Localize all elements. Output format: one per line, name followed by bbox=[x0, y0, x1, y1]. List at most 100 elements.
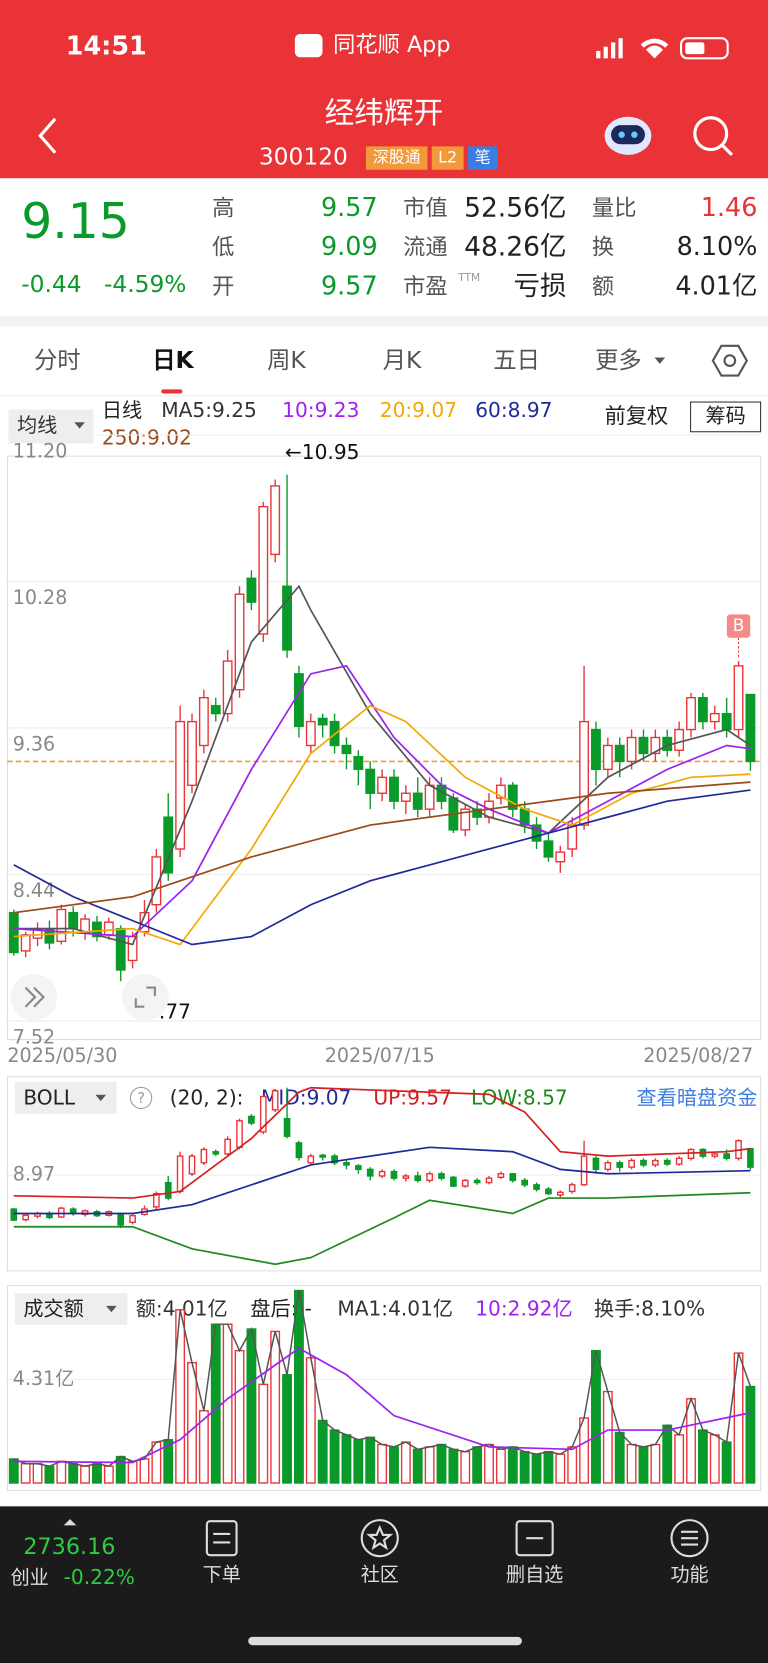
time: 14:51 bbox=[66, 32, 147, 62]
volume-button[interactable] bbox=[14, 1293, 128, 1325]
tag: 深股通 bbox=[373, 148, 421, 167]
candle-body bbox=[259, 1095, 267, 1133]
candle-body bbox=[151, 856, 162, 906]
x-tick-label: 2025/05/30 bbox=[7, 1044, 117, 1067]
candle-body bbox=[305, 720, 316, 747]
dropdown-arrow bbox=[74, 422, 85, 429]
candle-body bbox=[295, 1142, 303, 1159]
up-arrow bbox=[63, 1519, 77, 1526]
y-tick-label: 10.28 bbox=[13, 586, 68, 609]
candle-body bbox=[460, 808, 471, 831]
marker-label: B bbox=[733, 616, 745, 636]
ma-line bbox=[13, 584, 751, 946]
ttm: TTM bbox=[457, 272, 480, 284]
volume-bar bbox=[282, 1374, 292, 1484]
price: 9.15 bbox=[21, 193, 130, 250]
ma-label: MA5:9.25 bbox=[161, 398, 257, 422]
candle-body bbox=[10, 1208, 18, 1221]
tab[interactable]: 日K bbox=[152, 346, 194, 374]
chip-button[interactable] bbox=[690, 401, 762, 433]
volume-bar bbox=[721, 1441, 732, 1484]
tab[interactable]: 周K bbox=[267, 346, 306, 374]
candle-body bbox=[354, 1165, 362, 1171]
volume-label: MA1:4.01亿 bbox=[337, 1297, 453, 1321]
candle-body bbox=[127, 935, 138, 962]
search-button[interactable] bbox=[693, 116, 734, 157]
settings-button[interactable] bbox=[711, 344, 749, 377]
candle-body bbox=[198, 697, 209, 747]
field-value: 8.10% bbox=[677, 232, 758, 262]
tag bbox=[467, 146, 498, 170]
adjust[interactable]: 前复权 bbox=[605, 404, 669, 429]
tab[interactable]: 更多 bbox=[595, 346, 642, 374]
volume-bar bbox=[115, 1455, 126, 1484]
candle-body bbox=[438, 1173, 445, 1179]
volume-bar bbox=[626, 1443, 637, 1484]
volume-bar bbox=[187, 1361, 197, 1484]
field-label: 量比 bbox=[592, 195, 637, 221]
candle-body bbox=[568, 1184, 576, 1193]
volume-ma10 bbox=[13, 1347, 751, 1464]
field-label: 低 bbox=[212, 235, 234, 261]
fullscreen-button[interactable] bbox=[121, 973, 169, 1021]
volume-bar bbox=[519, 1451, 530, 1484]
kline-frame bbox=[6, 455, 762, 1041]
candle-body bbox=[733, 665, 744, 731]
boll-label: UP:9.57 bbox=[373, 1085, 452, 1109]
candle-body bbox=[175, 720, 186, 850]
candle-body bbox=[414, 1175, 422, 1182]
tab[interactable]: 五日 bbox=[493, 346, 540, 374]
candle-body bbox=[20, 934, 31, 952]
volume-bar bbox=[436, 1443, 447, 1484]
scroll-icon bbox=[24, 986, 45, 1008]
settings-button[interactable] bbox=[723, 354, 737, 368]
candle-body bbox=[531, 824, 542, 842]
field-label: 流通 bbox=[403, 235, 448, 261]
candle-body bbox=[8, 911, 19, 954]
index-value[interactable]: 2736.16 bbox=[23, 1534, 115, 1560]
tab[interactable]: 分时 bbox=[34, 346, 81, 374]
field-label: 高 bbox=[212, 195, 234, 221]
app-icon bbox=[294, 33, 323, 58]
candle-body bbox=[591, 728, 601, 771]
candle-body bbox=[294, 673, 304, 728]
candle-body bbox=[283, 1117, 291, 1137]
candle-body bbox=[555, 851, 566, 863]
volume-bar bbox=[579, 1417, 590, 1484]
footer-button[interactable]: 下单 bbox=[203, 1563, 241, 1586]
boll-line bbox=[13, 1146, 751, 1215]
candle-body bbox=[80, 918, 91, 933]
dark-pool-link[interactable]: 查看暗盘资金 bbox=[637, 1085, 758, 1109]
volume-bar bbox=[567, 1446, 578, 1484]
candle-body bbox=[450, 1176, 457, 1187]
footer-button[interactable]: 社区 bbox=[361, 1563, 399, 1586]
tab[interactable]: 月K bbox=[383, 346, 422, 374]
tag: 笔 bbox=[475, 148, 491, 167]
change: -0.44 bbox=[21, 270, 81, 298]
field-value: 52.56亿 bbox=[464, 192, 566, 223]
candle-body bbox=[545, 1188, 552, 1195]
footer-button[interactable]: 功能 bbox=[670, 1563, 708, 1586]
volume-bar bbox=[495, 1448, 506, 1484]
candle-body bbox=[224, 1138, 231, 1155]
candle-body bbox=[378, 1170, 386, 1177]
back-button[interactable] bbox=[38, 117, 57, 154]
candle-body bbox=[200, 1148, 208, 1164]
volume-bar bbox=[614, 1431, 625, 1484]
help-icon[interactable] bbox=[129, 1086, 153, 1110]
volume-bar bbox=[127, 1460, 138, 1484]
tag bbox=[365, 146, 428, 170]
candle-body bbox=[412, 792, 423, 810]
candle-body bbox=[246, 577, 257, 603]
candle-body bbox=[248, 1115, 255, 1124]
volume-bar bbox=[329, 1429, 340, 1484]
candle-body bbox=[68, 911, 79, 930]
candle-body bbox=[234, 593, 245, 691]
robot-icon[interactable] bbox=[604, 116, 652, 155]
footer-button[interactable]: 删自选 bbox=[506, 1563, 563, 1586]
volume-bar bbox=[222, 1323, 233, 1484]
candle-body bbox=[614, 744, 625, 763]
boll-params: (20, 2): bbox=[170, 1085, 244, 1109]
candle-body bbox=[210, 704, 221, 715]
